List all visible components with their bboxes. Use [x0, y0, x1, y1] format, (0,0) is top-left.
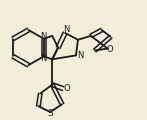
Text: N: N [77, 51, 83, 60]
Text: O: O [64, 84, 70, 93]
Text: N: N [40, 54, 46, 63]
Text: O: O [106, 45, 113, 54]
Text: N: N [63, 25, 69, 34]
Text: S: S [47, 109, 53, 118]
Text: N: N [40, 32, 46, 41]
